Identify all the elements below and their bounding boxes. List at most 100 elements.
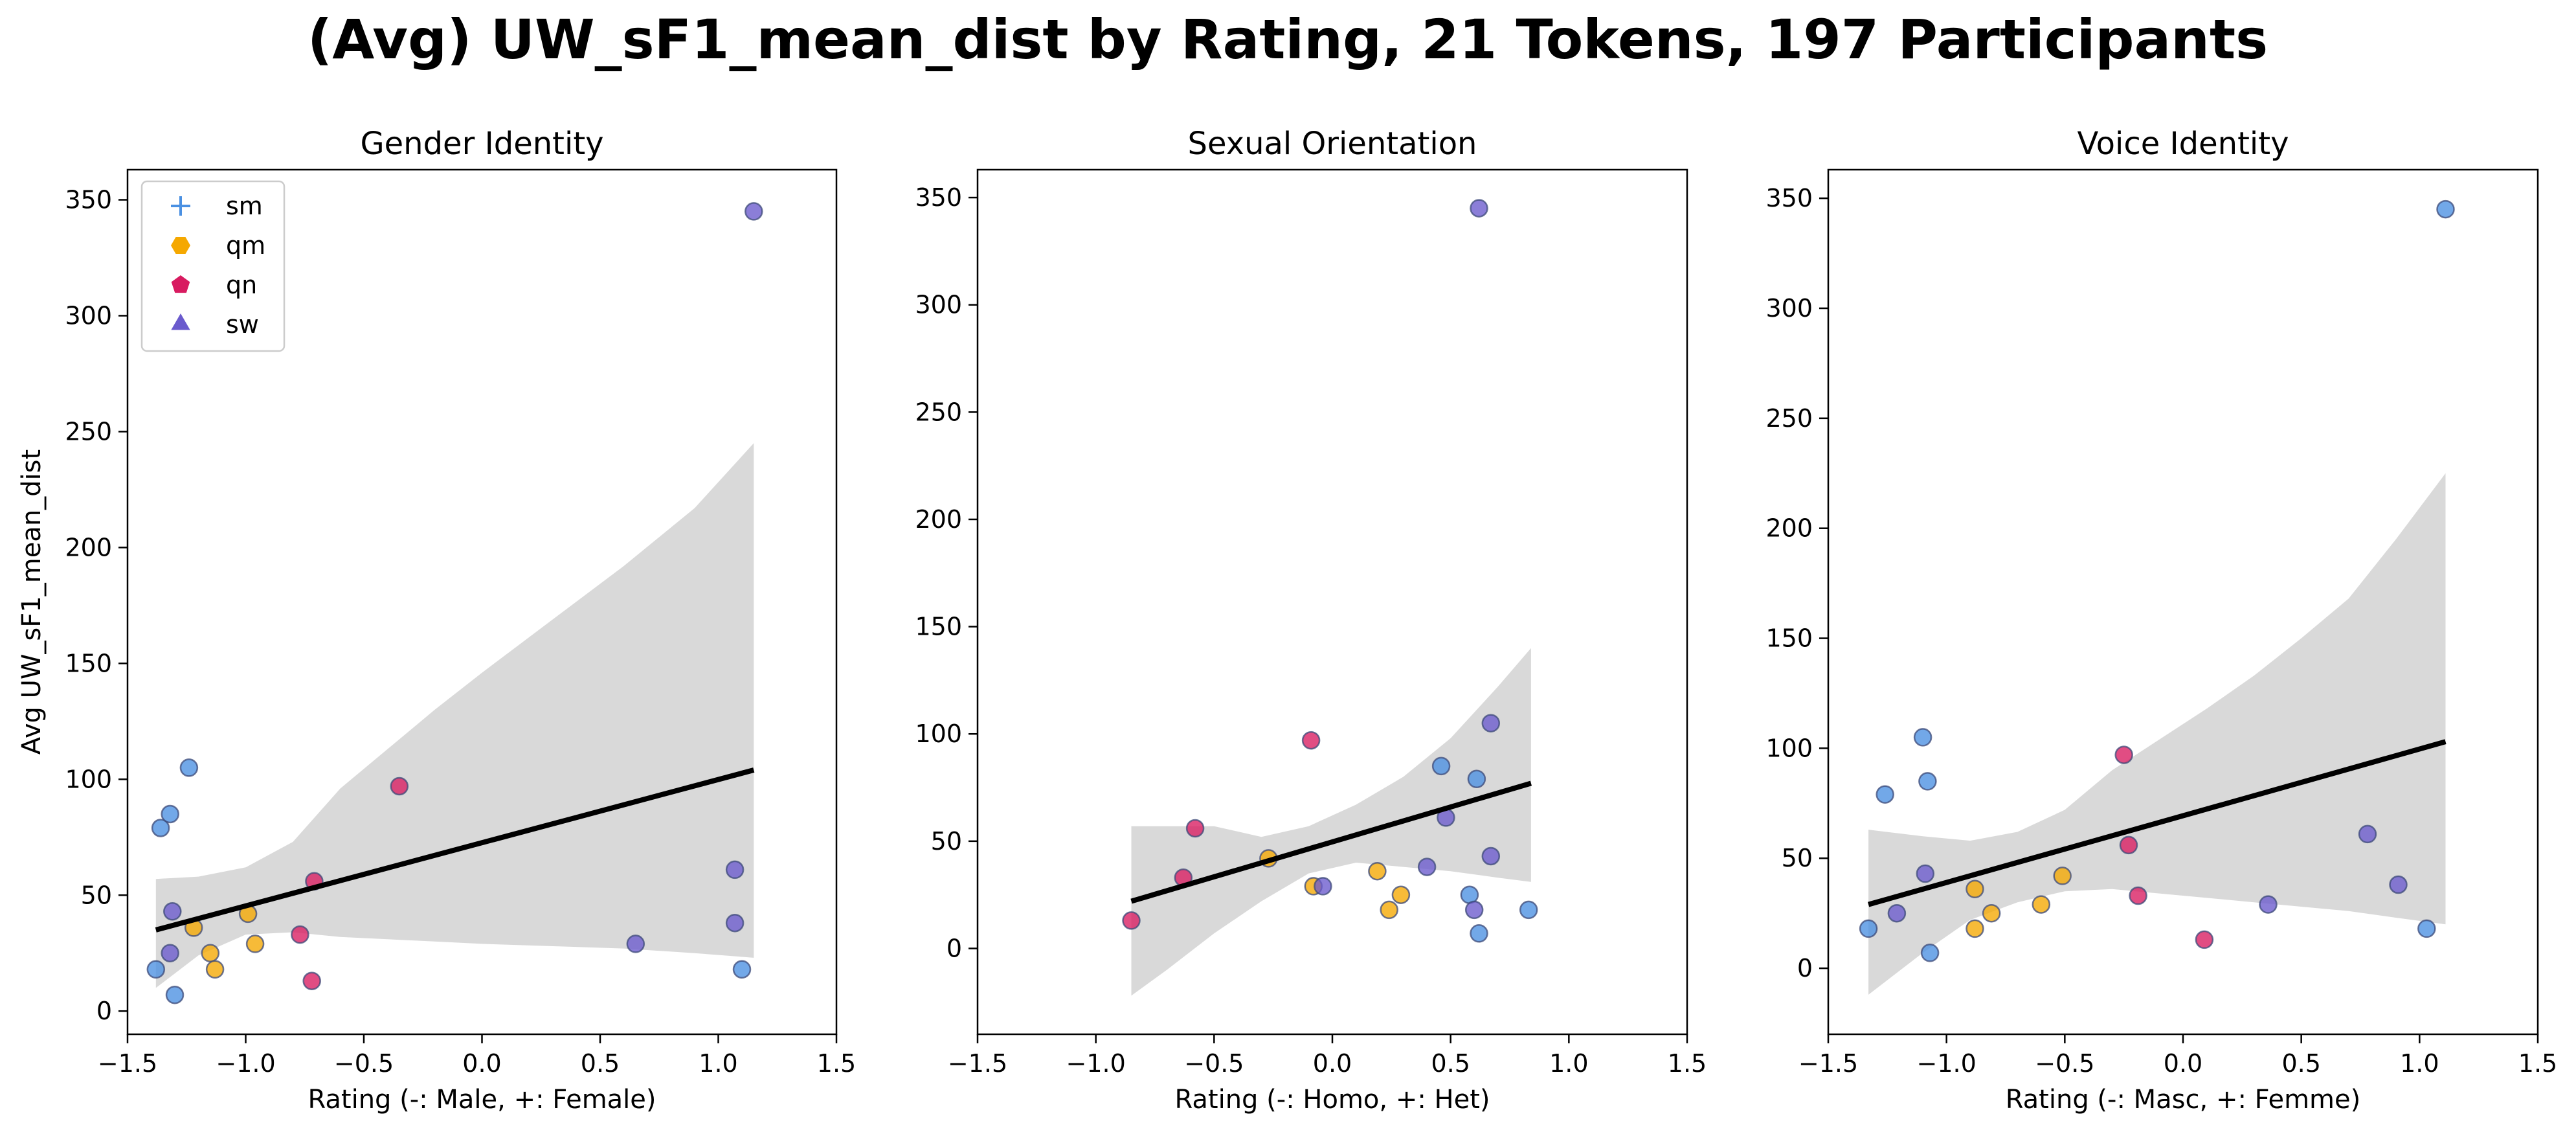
x-tick-label: −1.5 [948,1049,1007,1078]
data-point-qm [1966,879,1984,899]
x-tick-label: −0.5 [334,1049,394,1078]
y-tick-label: 350 [1765,184,1813,212]
x-tick-label: 1.5 [817,1049,856,1078]
y-tick-label: 100 [1765,734,1813,762]
data-point-qn [291,925,309,944]
x-tick-label: 1.0 [1549,1049,1588,1078]
legend-label-qn: qn [226,271,257,299]
data-point-sm [146,960,166,979]
y-tick-label: 100 [65,765,112,793]
data-point-sw [1314,877,1332,896]
x-tick-label: 0.5 [581,1049,620,1078]
data-point-sw [1481,846,1501,866]
data-point-qn [302,971,321,990]
legend-label-qm: qm [226,231,265,260]
data-point-sm [179,758,199,777]
data-point-sw [626,935,645,953]
y-tick-label: 350 [65,186,112,214]
y-tick-label: 200 [915,505,962,534]
data-point-sw [1417,857,1437,876]
y-tick-label: 0 [1797,954,1813,982]
x-tick-label: 0.5 [2281,1049,2320,1078]
figure-title: (Avg) UW_sF1_mean_dist by Rating, 21 Tok… [308,8,2268,71]
data-point-sm [1913,728,1932,747]
data-point-qm [1368,861,1387,881]
x-tick-label: 0.0 [462,1049,501,1078]
data-point-sw [1464,900,1484,920]
data-point-qn [2129,886,2147,905]
data-point-qn [390,777,409,796]
y-tick-label: 300 [65,301,112,330]
panel-title: Voice Identity [2078,126,2289,162]
legend-marker-sm [171,196,190,216]
data-point-qm [2032,895,2051,914]
data-point-sw [1470,199,1488,218]
data-point-sw [725,860,745,879]
data-point-qm [205,960,225,979]
y-tick-label: 150 [65,649,112,677]
y-tick-label: 300 [1765,294,1813,323]
regression-line [155,767,755,933]
x-tick-label: −1.0 [1917,1049,1977,1078]
data-point-sw [2389,875,2408,894]
data-point-sm [1467,769,1486,789]
y-tick-label: 250 [65,417,112,446]
x-tick-label: −1.5 [98,1049,157,1078]
legend-box [140,180,286,352]
data-point-qm [1380,900,1398,920]
x-axis-label: Rating (-: Masc, +: Femme) [2006,1085,2360,1115]
y-tick-label: 0 [96,997,112,1025]
data-point-sw [1481,714,1501,732]
data-point-sm [151,819,170,837]
confidence-band [155,443,754,988]
legend: sm qm qn sw [140,180,286,352]
x-tick-label: 1.5 [1668,1049,1707,1078]
data-point-sm [1876,785,1894,804]
data-point-qm [245,935,265,953]
data-point-sw [2259,895,2278,914]
x-tick-label: 0.0 [2164,1049,2202,1078]
x-tick-label: 1.0 [699,1049,737,1078]
x-tick-label: −1.5 [1798,1049,1858,1078]
x-tick-label: −1.0 [216,1049,275,1078]
data-point-sw [1916,864,1935,883]
legend-marker-qn [171,275,190,293]
data-point-sm [1431,756,1451,776]
regression-line [1130,780,1532,904]
data-point-sm [1920,944,1940,962]
panel-1: −1.5 −1.0 −0.5 0.0 0.5 1.0 1.5 0 50 100 150 200 250 3… [17,126,856,1115]
x-tick-label: 1.5 [2518,1049,2557,1078]
panel-3: −1.5 −1.0 −0.5 0.0 0.5 1.0 1.5 0 50 100 150 200 250 3… [1765,126,2557,1115]
data-point-sw [725,913,745,933]
data-point-sw [1887,903,1907,923]
y-tick-label: 250 [1765,404,1813,433]
confidence-band [1131,648,1531,996]
data-point-sw [745,202,763,221]
data-point-sm [1470,924,1488,943]
data-point-sm [1918,772,1937,791]
y-tick-label: 200 [1765,514,1813,543]
data-point-sm [2417,919,2436,938]
panel-2: −1.5 −1.0 −0.5 0.0 0.5 1.0 1.5 0 50 100 150 200 250 3… [915,126,1707,1115]
panel-title: Sexual Orientation [1188,126,1477,162]
x-axis-label: Rating (-: Homo, +: Het) [1174,1085,1490,1115]
regression-line [1868,739,2447,907]
y-tick-label: 300 [915,291,962,319]
y-tick-label: 200 [65,533,112,561]
legend-marker-qm [171,237,190,254]
data-point-qn [2114,745,2133,764]
data-point-sm [732,960,752,979]
data-point-qm [201,944,220,962]
data-point-sw [163,902,182,921]
legend-marker-sw [171,313,190,330]
data-point-sm [2436,199,2455,219]
x-tick-label: −0.5 [2035,1049,2094,1078]
y-tick-label: 50 [81,881,112,909]
y-tick-label: 150 [915,613,962,641]
data-point-sw [161,944,179,962]
data-point-qm [1966,919,1984,938]
y-tick-label: 0 [946,934,962,962]
data-point-qn [1185,819,1205,838]
x-tick-label: −0.5 [1184,1049,1244,1078]
